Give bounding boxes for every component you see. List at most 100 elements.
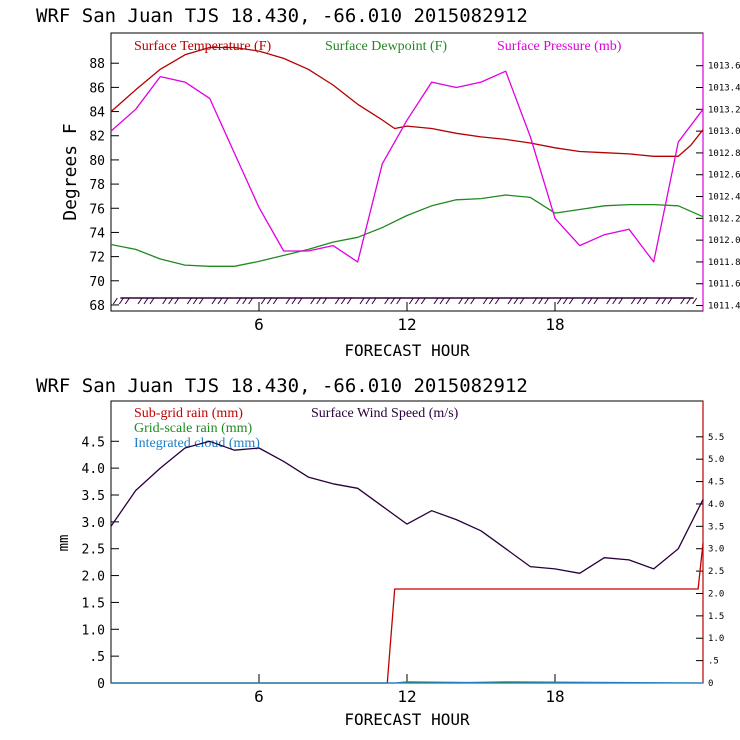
wind-barb <box>365 297 371 305</box>
wind-barb <box>630 297 636 305</box>
y2-tick-label: 5.5 <box>708 433 724 443</box>
wind-barb <box>606 297 612 305</box>
wind-barb <box>661 297 667 305</box>
wind-barb <box>636 297 642 305</box>
y2-tick-label: 1012.6 <box>708 171 740 181</box>
wind-barb <box>433 297 439 305</box>
y2-tick-label: 3.0 <box>708 545 724 555</box>
wind-barb <box>470 297 476 305</box>
y-tick-label: 74 <box>89 226 105 241</box>
wind-barb <box>581 297 587 305</box>
x-tick-label: 6 <box>254 687 264 706</box>
wind-barb <box>439 297 445 305</box>
y-tick-label: .5 <box>89 650 105 665</box>
wind-barb <box>297 297 303 305</box>
y-tick-label: 88 <box>89 57 105 72</box>
wind-barb <box>112 297 118 305</box>
plot-area-frame <box>110 32 704 312</box>
wind-barb <box>593 297 599 305</box>
right-axis-ticks-2: 0 .5 1.0 1.5 2.0 2.5 3.0 3.5 4.0 4.5 5.0 5.5 <box>696 433 724 689</box>
wind-barb <box>445 297 451 305</box>
legend-temperature: Surface Temperature (F) <box>134 39 271 54</box>
wind-barb <box>242 297 248 305</box>
y-tick-label: 72 <box>89 251 105 266</box>
wind-barb <box>513 297 519 305</box>
x-axis-label-2: FORECAST HOUR <box>344 710 470 729</box>
wind-barb <box>124 297 130 305</box>
left-axis-ticks-2: 0 .5 1.0 1.5 2.0 2.5 3.0 3.5 4.0 4.5 <box>82 435 119 692</box>
x-axis-label: FORECAST HOUR <box>344 341 470 360</box>
legend-dewpoint: Surface Dewpoint (F) <box>325 39 447 54</box>
wind-barb <box>519 297 525 305</box>
wind-barb <box>408 297 414 305</box>
y-tick-label: 2.0 <box>82 570 105 585</box>
legend-subgrid-rain: Sub-grid rain (mm) <box>134 406 243 421</box>
x-axis-ticks: 6 12 18 <box>254 302 565 334</box>
wind-barb <box>359 297 365 305</box>
wind-barb <box>211 297 217 305</box>
wind-barb <box>642 297 648 305</box>
x-tick-label: 12 <box>397 687 416 706</box>
legend: Surface Temperature (F) Surface Dewpoint… <box>134 39 622 54</box>
wind-barb <box>562 297 568 305</box>
wind-barb <box>692 297 698 305</box>
wind-barb <box>568 297 574 305</box>
y-tick-label: 78 <box>89 178 105 193</box>
y-axis-label-2: mm <box>56 535 72 552</box>
wind-barb <box>667 297 673 305</box>
x-tick-label: 6 <box>254 315 264 334</box>
temperature-pressure-panel: WRF San Juan TJS 18.430, -66.010 2015082… <box>36 5 740 360</box>
wind-barb <box>544 297 550 305</box>
wind-barb <box>482 297 488 305</box>
series-line-integrated-cloud-mm <box>111 681 704 684</box>
wind-barb <box>390 297 396 305</box>
wind-barb <box>272 297 278 305</box>
y2-tick-label: 2.5 <box>708 567 724 577</box>
y2-tick-label: 1011.8 <box>708 258 740 268</box>
y2-tick-label: 1013.0 <box>708 127 740 137</box>
wind-barb <box>217 297 223 305</box>
wind-barb <box>260 297 266 305</box>
x-tick-label: 18 <box>545 315 564 334</box>
y-tick-label: 82 <box>89 130 105 145</box>
series-line-surface-dewpoint-f <box>110 194 704 267</box>
wind-barb <box>655 297 661 305</box>
legend-pressure: Surface Pressure (mb) <box>497 39 622 54</box>
wind-barb <box>618 297 624 305</box>
wind-barb <box>236 297 242 305</box>
y-tick-label: 84 <box>89 106 105 121</box>
x-tick-label: 18 <box>545 687 564 706</box>
y2-tick-label: 0 <box>708 679 713 689</box>
wind-barb <box>538 297 544 305</box>
chart-title-2: WRF San Juan TJS 18.430, -66.010 2015082… <box>36 375 528 397</box>
legend-wind-speed: Surface Wind Speed (m/s) <box>311 406 459 421</box>
y2-tick-label: 1013.4 <box>708 84 740 94</box>
wind-barb <box>322 297 328 305</box>
y2-tick-label: 1011.4 <box>708 302 740 312</box>
wind-barb <box>186 297 192 305</box>
series-lines-2 <box>110 440 704 684</box>
wind-barb <box>464 297 470 305</box>
wind-barb <box>396 297 402 305</box>
legend-grid-rain: Grid-scale rain (mm) <box>134 421 253 436</box>
y2-tick-label: 1011.6 <box>708 280 740 290</box>
wind-barb <box>223 297 229 305</box>
wind-barb <box>507 297 513 305</box>
y-tick-label: 76 <box>89 202 105 217</box>
wind-barb <box>285 297 291 305</box>
y-tick-label: 1.5 <box>82 596 105 611</box>
wind-barb <box>556 297 562 305</box>
series-line-surface-wind-speed-m-s <box>110 440 704 574</box>
wind-barb <box>680 297 686 305</box>
y-tick-label: 1.0 <box>82 623 105 638</box>
wind-barb <box>291 297 297 305</box>
wind-barb <box>149 297 155 305</box>
y2-tick-label: 1013.2 <box>708 105 740 115</box>
y-tick-label: 80 <box>89 154 105 169</box>
y2-tick-label: 5.0 <box>708 455 724 465</box>
wind-barb <box>174 297 180 305</box>
wind-barb <box>420 297 426 305</box>
right-axis-ticks: 1011.4 1011.6 1011.8 1012.0 1012.2 1012.4 1012… <box>696 62 740 312</box>
y-tick-label: 3.5 <box>82 489 105 504</box>
y2-tick-label: 1012.8 <box>708 149 740 159</box>
